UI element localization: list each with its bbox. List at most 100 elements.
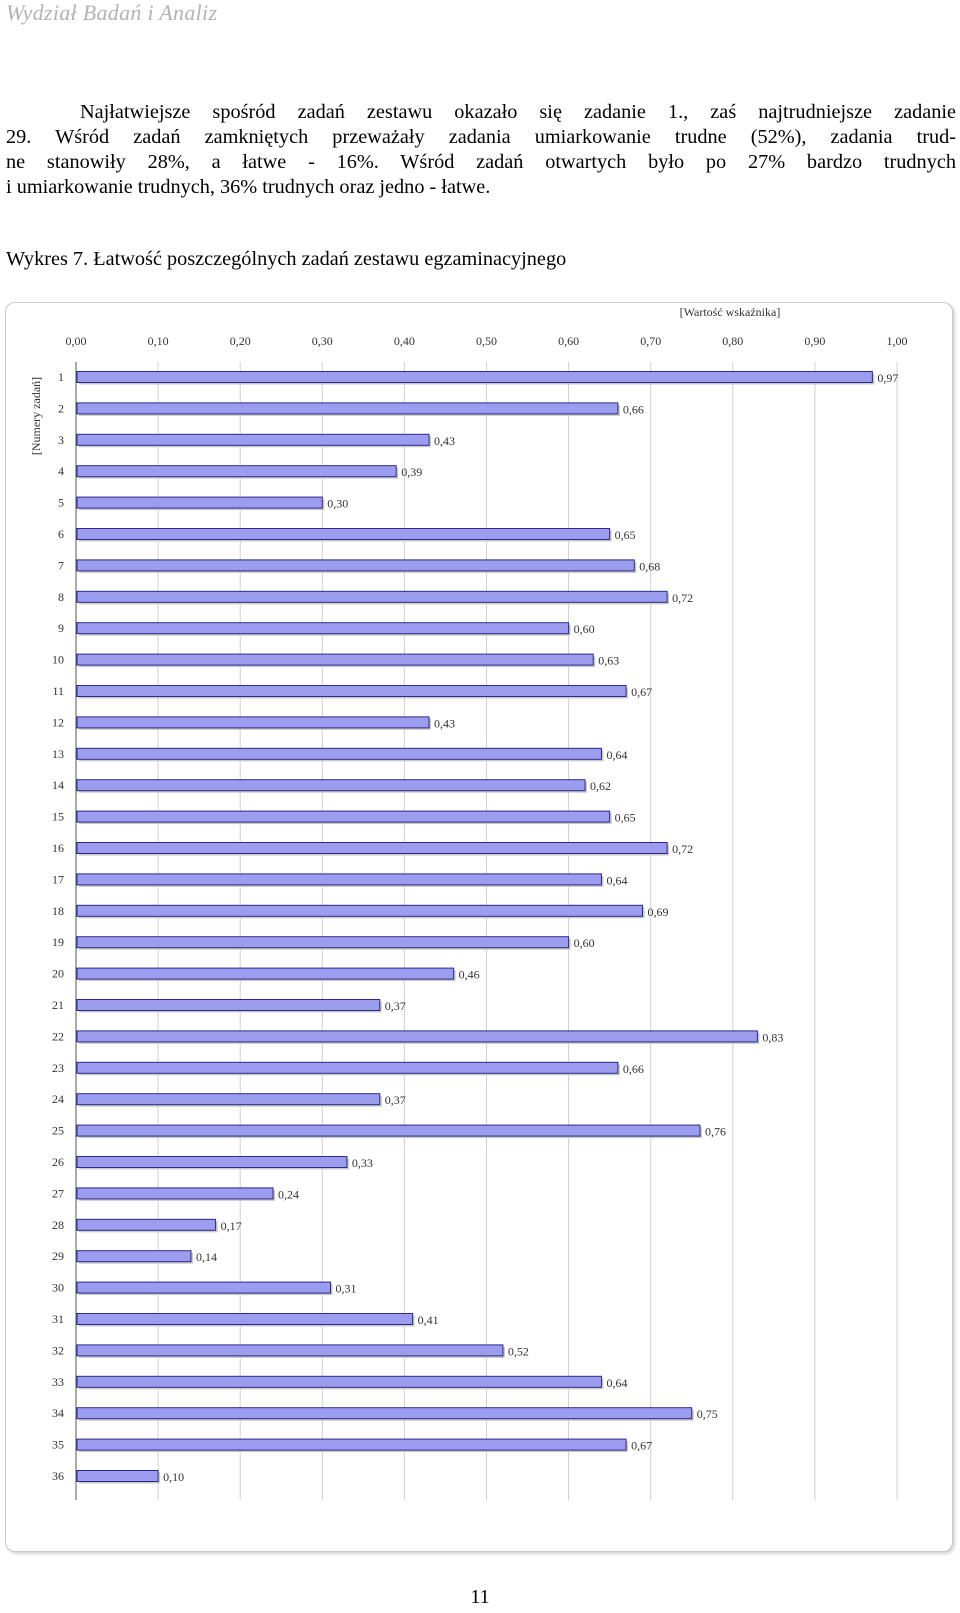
running-header: Wydział Badań i Analiz xyxy=(6,0,218,25)
x-tick-label: 0,60 xyxy=(558,334,579,348)
data-label: 0,63 xyxy=(598,654,619,668)
bar-task-26 xyxy=(76,1156,348,1168)
y-tick-label: 25 xyxy=(52,1124,64,1138)
bar-task-27 xyxy=(76,1187,274,1200)
data-label: 0,69 xyxy=(647,905,668,919)
y-tick-label: 29 xyxy=(52,1249,64,1263)
data-label: 0,30 xyxy=(327,497,348,511)
x-tick-label: 0,90 xyxy=(804,334,825,348)
y-tick-label: 22 xyxy=(52,1029,64,1043)
data-label: 0,37 xyxy=(385,1093,406,1107)
data-label: 0,24 xyxy=(278,1187,299,1201)
data-label: 0,72 xyxy=(672,842,693,856)
x-tick-label: 0,40 xyxy=(394,334,415,348)
y-tick-label: 11 xyxy=(52,684,64,698)
bar-task-3 xyxy=(76,433,430,446)
paragraph-line: Najłatwiejsze spośród zadań zestawu okaz… xyxy=(80,101,956,123)
x-tick-label: 0,80 xyxy=(722,334,743,348)
bar-task-29 xyxy=(76,1250,192,1263)
paragraph-line: 29. Wśród zadań zamkniętych przeważały z… xyxy=(6,126,956,148)
x-axis-title: [Wartość wskaźnika] xyxy=(680,305,781,319)
bar-task-19 xyxy=(76,936,570,949)
data-label: 0,65 xyxy=(615,811,636,825)
x-tick-label: 0,20 xyxy=(230,334,251,348)
y-tick-label: 1 xyxy=(58,370,64,384)
x-tick-label: 0,00 xyxy=(66,334,87,348)
y-tick-label: 28 xyxy=(52,1218,64,1232)
data-label: 0,17 xyxy=(221,1219,242,1233)
data-label: 0,75 xyxy=(697,1407,718,1421)
y-tick-label: 18 xyxy=(52,904,64,918)
bar-task-18 xyxy=(76,904,643,917)
data-label: 0,14 xyxy=(196,1250,217,1264)
figure-caption: Wykres 7. Łatwość poszczególnych zadań z… xyxy=(6,248,567,270)
bar-task-2 xyxy=(76,402,619,415)
bar-task-33 xyxy=(76,1375,602,1388)
data-label: 0,62 xyxy=(590,779,611,793)
bar-task-21 xyxy=(76,999,381,1011)
bar-task-15 xyxy=(76,810,611,823)
data-label: 0,66 xyxy=(623,1062,644,1076)
data-label: 0,37 xyxy=(385,999,406,1013)
data-label: 0,97 xyxy=(877,371,898,385)
y-tick-label: 31 xyxy=(52,1312,64,1326)
y-tick-label: 4 xyxy=(58,464,64,478)
data-label: 0,64 xyxy=(606,748,627,762)
y-tick-label: 16 xyxy=(52,841,64,855)
paragraph-line: ne stanowiły 28%, a łatwe - 16%. Wśród z… xyxy=(6,151,956,173)
y-tick-label: 19 xyxy=(52,935,64,949)
bar-task-9 xyxy=(76,622,570,635)
x-tick-label: 0,50 xyxy=(476,334,497,348)
y-tick-label: 21 xyxy=(52,998,64,1012)
chart-frame xyxy=(5,302,953,1552)
y-tick-label: 30 xyxy=(52,1281,64,1295)
y-tick-label: 34 xyxy=(52,1406,64,1420)
y-tick-label: 17 xyxy=(52,872,64,886)
y-tick-label: 2 xyxy=(58,401,64,415)
bar-task-11 xyxy=(76,685,627,697)
data-label: 0,68 xyxy=(639,559,660,573)
y-tick-label: 14 xyxy=(52,778,64,792)
bar-task-28 xyxy=(76,1218,217,1231)
bars: 0,97 0,66 0,43 0,39 0,30 0,65 0,68 0,72 0,60 0,63… xyxy=(76,371,898,1484)
bar-task-25 xyxy=(76,1124,701,1137)
y-tick-label: 12 xyxy=(52,715,64,729)
bar-task-13 xyxy=(76,747,602,760)
bar-task-10 xyxy=(76,653,594,666)
bar-task-17 xyxy=(76,873,602,886)
body-paragraph: Najłatwiejsze spośród zadań zestawu okaz… xyxy=(6,100,956,200)
data-label: 0,67 xyxy=(631,1439,652,1453)
y-axis-title: [Numery zadań] xyxy=(29,377,43,455)
data-label: 0,64 xyxy=(606,873,627,887)
page-number: 11 xyxy=(470,1586,490,1608)
x-tick-label: 1,00 xyxy=(887,334,908,348)
y-tick-label: 5 xyxy=(58,496,64,510)
bar-task-1 xyxy=(76,371,873,383)
data-label: 0,52 xyxy=(508,1344,529,1358)
axis: 0,00 0,10 0,20 0,30 0,40 0,50 0,60 0,70 0,80 0,90… xyxy=(52,334,908,1500)
data-label: 0,60 xyxy=(574,936,595,950)
bar-task-20 xyxy=(76,967,455,980)
bar-task-23 xyxy=(76,1061,619,1074)
data-label: 0,10 xyxy=(163,1470,184,1484)
bar-task-35 xyxy=(76,1438,627,1451)
y-tick-label: 32 xyxy=(52,1343,64,1357)
y-tick-label: 20 xyxy=(52,967,64,981)
y-tick-label: 7 xyxy=(58,558,64,572)
bar-task-12 xyxy=(76,716,430,729)
y-tick-label: 35 xyxy=(52,1438,64,1452)
data-label: 0,72 xyxy=(672,591,693,605)
bar-task-4 xyxy=(76,465,397,478)
y-tick-label: 27 xyxy=(52,1186,64,1200)
y-tick-label: 24 xyxy=(52,1092,64,1106)
y-tick-label: 23 xyxy=(52,1061,64,1075)
y-tick-label: 36 xyxy=(52,1469,64,1483)
y-tick-label: 3 xyxy=(58,433,64,447)
data-label: 0,46 xyxy=(459,968,480,982)
bar-task-34 xyxy=(76,1407,693,1420)
y-tick-label: 33 xyxy=(52,1375,64,1389)
data-label: 0,31 xyxy=(336,1282,357,1296)
data-label: 0,67 xyxy=(631,685,652,699)
data-label: 0,76 xyxy=(705,1125,726,1139)
